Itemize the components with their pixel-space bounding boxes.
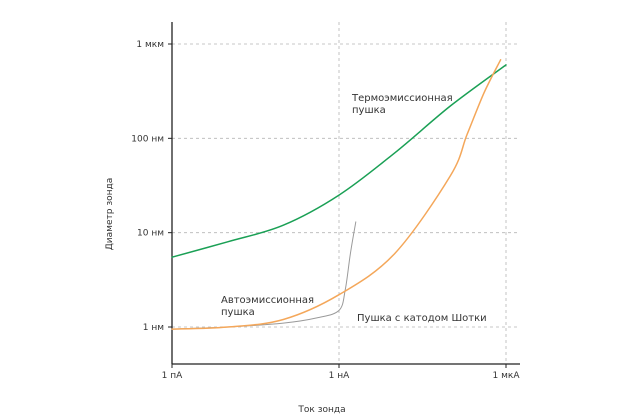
annotation-field-emission-line1: Автоэмиссионная <box>221 295 314 306</box>
annotation-schottky: Пушка с катодом Шотки <box>357 313 487 324</box>
y-tick-label-1: 10 нм <box>137 229 164 239</box>
series-schottky-line <box>171 59 502 330</box>
series-field-emission-line <box>171 221 357 330</box>
grid-lines <box>172 22 518 364</box>
annotation-thermionic-line2: пушка <box>352 105 386 116</box>
x-axis-title: Ток зонда <box>297 405 345 415</box>
y-axis-title: Диаметр зонда <box>105 178 115 250</box>
annotation-field-emission-line2: пушка <box>221 307 255 318</box>
y-ticks: 1 нм 10 нм 100 нм 1 мкм <box>131 40 172 333</box>
y-tick-label-0: 1 нм <box>143 323 164 333</box>
x-tick-label-1: 1 нА <box>329 371 350 381</box>
y-tick-label-3: 1 мкм <box>136 40 164 50</box>
x-tick-label-2: 1 мкА <box>493 371 521 381</box>
series-lines <box>171 59 507 330</box>
series-thermionic-line <box>171 64 507 258</box>
x-tick-label-0: 1 пА <box>162 371 183 381</box>
y-tick-label-2: 100 нм <box>131 134 164 144</box>
annotation-thermionic-line1: Термоэмиссионная <box>351 93 453 104</box>
x-ticks: 1 пА 1 нА 1 мкА <box>162 364 521 381</box>
